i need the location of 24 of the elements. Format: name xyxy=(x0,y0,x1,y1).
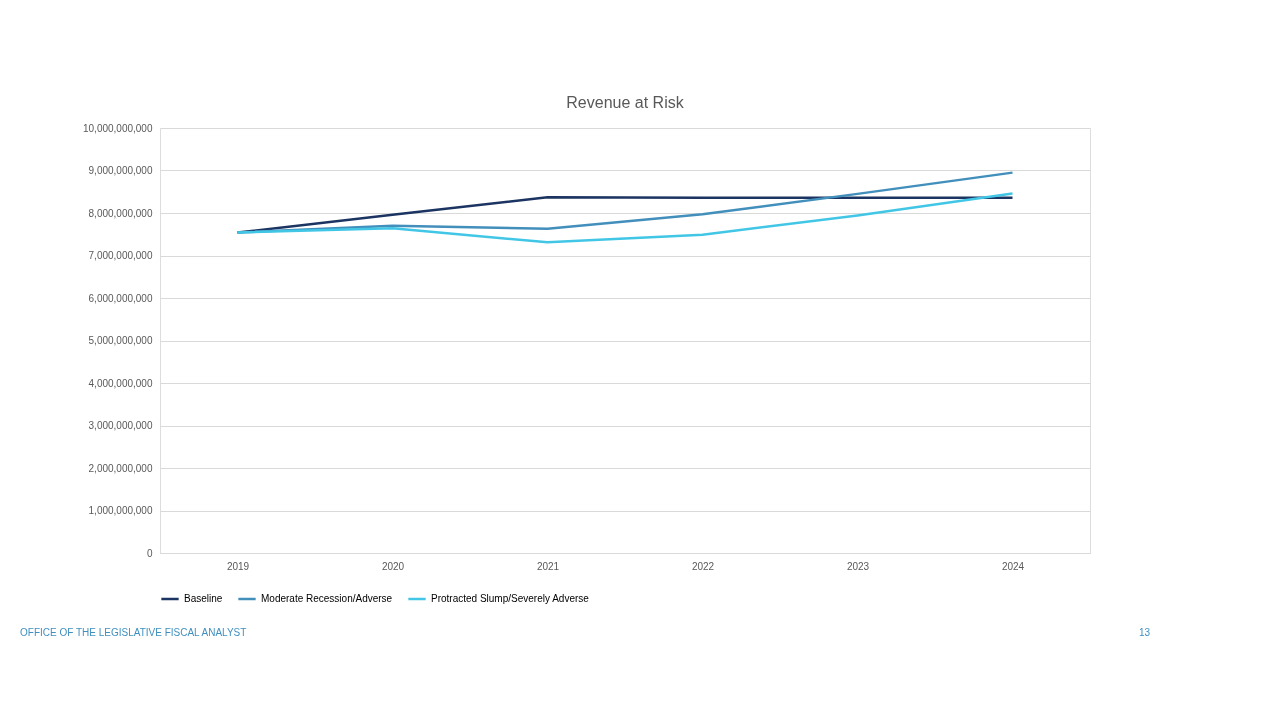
y-tick-label: 1,000,000,000 xyxy=(88,505,153,516)
x-tick-label: 2020 xyxy=(381,560,405,572)
line-series xyxy=(236,192,1014,244)
y-tick-label: 2,000,000,000 xyxy=(88,462,153,474)
text: OFFICE OF THE LEGISLATIVE FISCAL ANALYST xyxy=(20,627,247,638)
legend-label: Protracted Slump/Severely Adverse xyxy=(431,593,590,604)
x-tick-label: 2024 xyxy=(1001,560,1025,572)
x-tick-label: 2021 xyxy=(536,560,560,572)
chart-title: Revenue at Risk xyxy=(566,94,685,111)
y-tick-label: 6,000,000,000 xyxy=(88,292,153,304)
y-tick-label: 4,000,000,000 xyxy=(88,377,153,389)
y-tick-label: 9,000,000,000 xyxy=(88,165,153,176)
y-tick-label: 5,000,000,000 xyxy=(88,335,153,346)
y-tick-label: 3,000,000,000 xyxy=(88,420,153,431)
y-tick-label: 8,000,000,000 xyxy=(88,207,153,219)
x-tick-label: 2022 xyxy=(691,560,715,572)
x-tick-label: 2019 xyxy=(226,560,250,572)
y-tick-label: 0 xyxy=(146,547,153,559)
legend-label: Moderate Recession/Adverse xyxy=(261,593,393,604)
y-tick-label: 10,000,000,000 xyxy=(82,122,153,134)
legend-label: Baseline xyxy=(184,593,223,604)
y-tick-label: 7,000,000,000 xyxy=(88,250,153,261)
text: 13 xyxy=(1138,627,1151,638)
x-tick-label: 2023 xyxy=(846,560,870,572)
